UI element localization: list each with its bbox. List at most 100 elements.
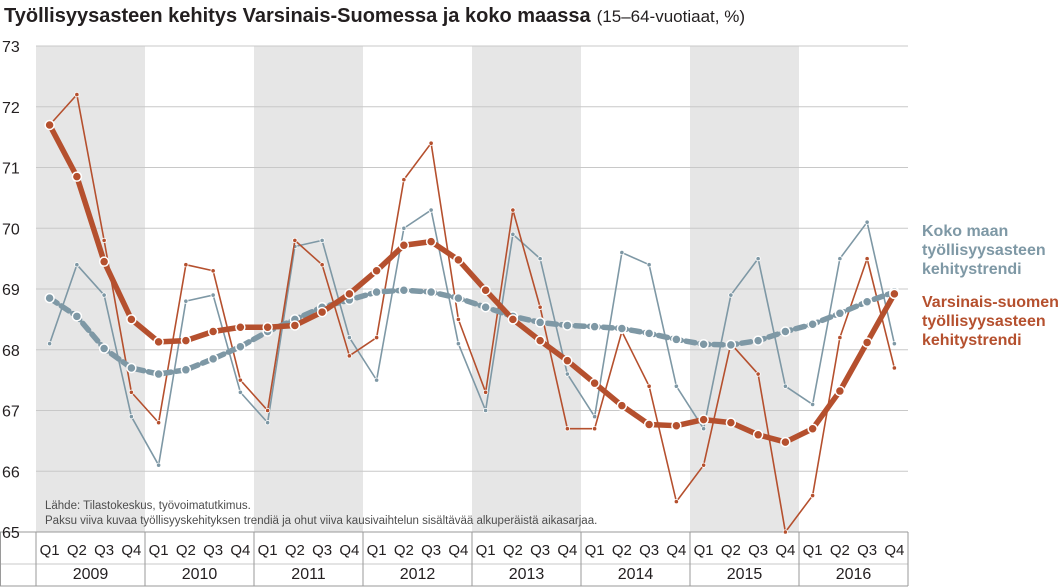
y-tick-label: 70 <box>2 221 20 238</box>
data-point-whole_original <box>837 256 843 262</box>
series-label-line: työllisyysasteen <box>922 313 1046 330</box>
x-tick-label: Q3 <box>530 542 550 559</box>
data-point-whole_trend <box>153 368 164 380</box>
x-tick-label: Q2 <box>67 542 87 559</box>
data-point-region_trend <box>98 256 110 267</box>
data-point-whole_original <box>455 341 461 347</box>
series-region_original <box>47 92 897 535</box>
x-tick-label: Q3 <box>748 542 768 559</box>
data-point-region_original <box>428 140 434 146</box>
series-label-line: Koko maan <box>922 223 1008 240</box>
x-tick-label: Q1 <box>476 542 496 559</box>
series-region_trend <box>44 119 900 448</box>
x-tick-label: Q2 <box>612 542 632 559</box>
data-point-region_trend <box>44 119 55 131</box>
data-point-region_original <box>455 316 461 322</box>
data-point-region_original <box>564 426 570 432</box>
data-point-whole_original <box>483 407 489 414</box>
year-label-2015: 2015 <box>727 566 763 583</box>
data-point-region_original <box>755 371 761 377</box>
x-tick-label: Q2 <box>394 542 414 559</box>
data-point-whole_trend <box>698 339 709 350</box>
data-point-region_trend <box>698 414 709 425</box>
data-point-region_original <box>782 529 788 535</box>
x-tick-label: Q3 <box>421 542 441 559</box>
x-tick-label: Q1 <box>803 542 823 559</box>
data-point-region_trend <box>480 284 491 296</box>
data-point-whole_original <box>319 237 325 243</box>
data-point-region_trend <box>453 254 464 266</box>
x-tick-label: Q1 <box>258 542 278 559</box>
data-point-region_trend <box>589 377 600 389</box>
data-point-whole_original <box>374 377 380 383</box>
data-point-region_original <box>319 262 325 268</box>
data-point-region_trend <box>71 171 83 182</box>
data-point-region_trend <box>534 335 546 346</box>
data-point-whole_original <box>673 383 679 389</box>
year-label-2013: 2013 <box>509 566 545 583</box>
data-point-whole_trend <box>643 328 655 339</box>
data-point-whole_trend <box>235 341 246 352</box>
x-axis-frame <box>0 531 909 587</box>
data-point-whole_original <box>537 256 543 262</box>
data-point-region_original <box>292 237 298 243</box>
series-label-line: työllisyysasteen <box>922 242 1046 259</box>
y-tick-label: 68 <box>2 343 20 360</box>
data-point-whole_original <box>156 462 162 468</box>
data-point-region_original <box>837 334 843 341</box>
x-tick-label: Q4 <box>339 542 359 559</box>
year-label-2009: 2009 <box>73 566 109 583</box>
data-point-whole_original <box>810 401 816 408</box>
data-point-whole_trend <box>98 343 110 354</box>
x-tick-label: Q4 <box>557 542 577 559</box>
data-point-whole_trend <box>861 296 873 308</box>
data-point-whole_original <box>782 383 788 389</box>
x-tick-label: Q3 <box>94 542 114 559</box>
x-tick-label: Q2 <box>721 542 741 559</box>
x-axis-quarter-labels: Q1 Q2 Q3 Q4 Q1 Q2 Q3 Q4 Q1 Q2 Q3 Q4 Q1 Q2 Q3 Q4 Q1 Q2 Q3 Q4… <box>40 542 905 559</box>
x-tick-label: Q2 <box>830 542 850 559</box>
data-point-region_original <box>864 256 870 262</box>
data-point-whole_original <box>701 426 707 432</box>
data-point-region_trend <box>616 400 628 411</box>
x-tick-label: Q4 <box>666 542 686 559</box>
data-point-whole_original <box>755 256 761 262</box>
data-point-region_original <box>74 92 80 98</box>
data-point-whole_trend <box>834 308 846 319</box>
x-tick-label: Q1 <box>40 542 60 559</box>
data-point-region_trend <box>371 265 382 277</box>
series-labels: Koko maan työllisyysasteen kehitystrendiVa… <box>922 223 1058 349</box>
x-tick-label: Q3 <box>203 542 223 559</box>
data-point-region_original <box>646 383 652 389</box>
data-point-region_trend <box>725 417 737 428</box>
series-whole_original <box>47 207 897 468</box>
data-point-whole_original <box>183 298 189 304</box>
year-label-2011: 2011 <box>291 566 326 583</box>
data-point-region_original <box>374 334 380 341</box>
data-point-whole_original <box>728 292 734 298</box>
data-point-whole_trend <box>71 311 83 322</box>
data-point-whole_original <box>74 262 80 268</box>
series-line-whole_original <box>48 209 896 466</box>
data-point-region_trend <box>126 314 137 325</box>
data-point-whole_original <box>564 371 570 377</box>
data-point-region_trend <box>316 306 328 318</box>
explanation-note: Paksu viiva kuvaa työllisyyskehityksen t… <box>45 515 597 527</box>
series-whole_trend <box>44 284 900 380</box>
data-point-region_original <box>701 462 707 468</box>
data-point-whole_original <box>101 292 107 298</box>
year-label-2012: 2012 <box>400 566 436 583</box>
x-tick-label: Q4 <box>448 542 468 559</box>
data-point-whole_trend <box>371 286 382 298</box>
data-point-region_trend <box>180 335 192 346</box>
chart-title-main: Työllisyysasteen kehitys Varsinais-Suome… <box>4 5 591 27</box>
data-point-whole_original <box>128 413 134 420</box>
y-tick-label: 66 <box>2 464 20 481</box>
data-point-whole_trend <box>425 286 437 298</box>
x-tick-label: Q2 <box>176 542 196 559</box>
data-point-region_original <box>592 426 598 432</box>
data-point-region_original <box>346 353 352 359</box>
y-tick-label: 65 <box>2 525 20 542</box>
data-point-whole_original <box>265 420 271 426</box>
data-point-whole_trend <box>780 326 791 337</box>
